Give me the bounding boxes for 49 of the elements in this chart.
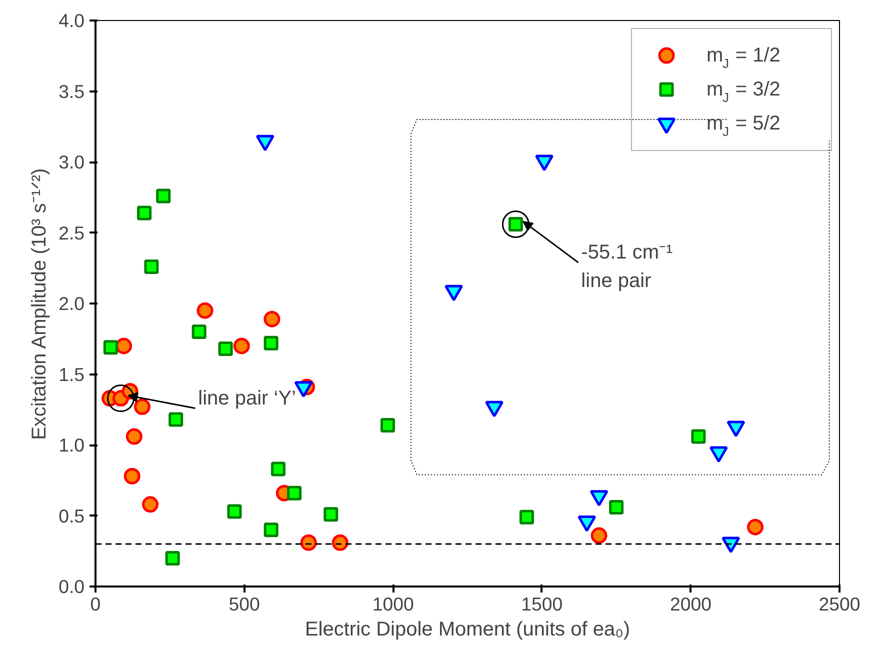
y-tick-label: 0.5 — [58, 505, 85, 526]
y-tick-label: 3.5 — [58, 80, 85, 102]
point — [380, 418, 395, 432]
point — [264, 310, 280, 328]
point — [609, 500, 624, 515]
point — [233, 338, 250, 354]
y-tick-label: 1.5 — [58, 364, 85, 385]
x-axis-title: Electric Dipole Moment (units of ea₀) — [304, 618, 630, 640]
y-tick-label: 2.5 — [58, 222, 85, 244]
y-tick-label: 1.0 — [58, 434, 85, 456]
point — [192, 324, 206, 340]
point — [137, 206, 152, 220]
point — [590, 527, 608, 544]
y-tick-label: 3.0 — [58, 152, 85, 172]
x-tick-label: 1500 — [521, 594, 563, 614]
point — [324, 507, 338, 522]
point — [264, 522, 278, 538]
point — [116, 338, 132, 354]
point — [218, 342, 233, 356]
point — [332, 534, 348, 551]
point — [227, 504, 242, 519]
point — [165, 550, 180, 566]
point — [300, 534, 317, 551]
y-tick-label: 0.0 — [58, 576, 85, 597]
point — [142, 496, 159, 513]
point — [519, 510, 534, 524]
point — [168, 412, 184, 427]
point — [134, 398, 150, 416]
annotation: line pair ‘Y’ — [198, 387, 296, 410]
x-tick-label: 500 — [228, 594, 260, 614]
x-tick-label: 0 — [90, 594, 101, 614]
y-tick-label: 4.0 — [58, 10, 85, 31]
point — [287, 486, 302, 500]
point — [270, 462, 286, 476]
point — [196, 302, 214, 319]
x-tick-label: 2000 — [670, 594, 712, 614]
y-axis-title: Excitation Amplitude (10³ s⁻¹ᐟ²) — [28, 168, 51, 440]
point — [747, 518, 764, 536]
annotation: -55.1 cm⁻¹ line pair — [581, 242, 673, 292]
point — [144, 259, 159, 274]
point — [691, 429, 706, 444]
point — [103, 340, 118, 355]
point — [124, 468, 140, 484]
point — [156, 188, 171, 204]
point — [264, 336, 278, 350]
x-tick-label: 1000 — [372, 594, 414, 614]
x-tick-label: 2500 — [818, 594, 860, 614]
y-tick-label: 2.0 — [58, 293, 85, 314]
point — [126, 428, 142, 445]
